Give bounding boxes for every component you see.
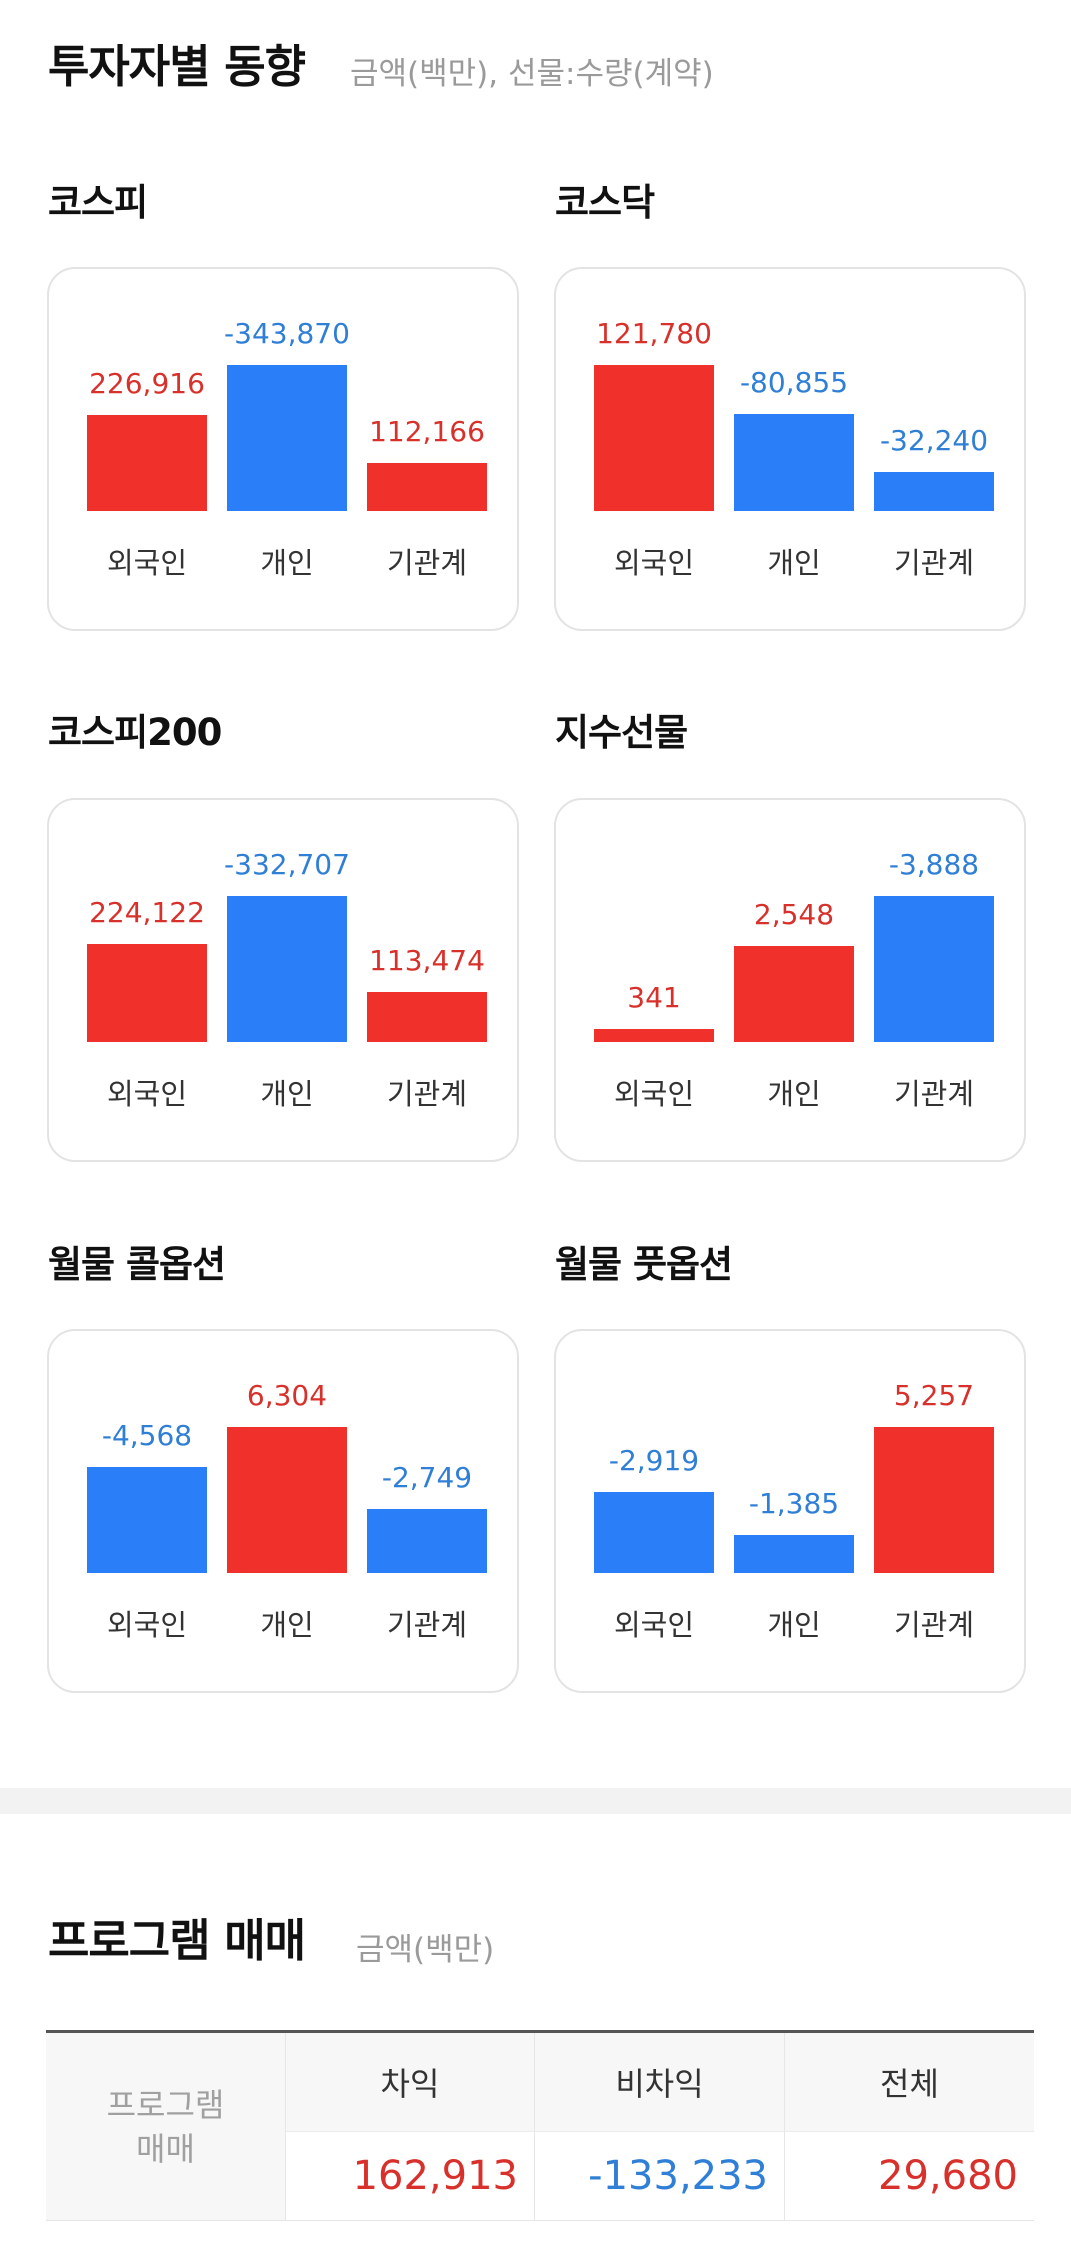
program-col-header-arbitrage: 차익 bbox=[286, 2033, 535, 2132]
bar-put-options-foreign bbox=[594, 1492, 714, 1573]
value-label-kospi200-individual: -332,707 bbox=[224, 848, 350, 881]
value-label-index-futures-individual: 2,548 bbox=[753, 898, 835, 931]
bar-index-futures-institution bbox=[874, 896, 994, 1042]
investor-card-put-options: -2,919 외국인 -1,385 개인 5,257 기관계 bbox=[554, 1329, 1026, 1693]
program-col-label-total: 전체 bbox=[880, 2065, 939, 2103]
value-label-kospi-institution: 112,166 bbox=[369, 415, 485, 448]
bar-kospi-individual bbox=[227, 365, 347, 511]
value-label-call-options-individual: 6,304 bbox=[246, 1379, 328, 1412]
category-label-foreign: 외국인 bbox=[106, 1608, 188, 1642]
value-label-kosdaq-foreign: 121,780 bbox=[596, 317, 712, 350]
program-value-arbitrage-text: 162,913 bbox=[352, 2153, 518, 2199]
category-label-foreign: 외국인 bbox=[106, 546, 188, 580]
program-table: 프로그램 매매 차익 비차익 전체 162,913 -133,233 29,68… bbox=[46, 2033, 1034, 2221]
bar-put-options-individual bbox=[734, 1535, 854, 1573]
bar-kospi200-individual bbox=[227, 896, 347, 1042]
category-label-individual: 개인 bbox=[767, 546, 821, 580]
bar-call-options-individual bbox=[227, 1427, 347, 1573]
category-label-individual: 개인 bbox=[260, 1077, 314, 1111]
value-label-call-options-institution: -2,749 bbox=[381, 1461, 473, 1494]
bar-kosdaq-foreign bbox=[594, 365, 714, 511]
value-label-kospi-foreign: 226,916 bbox=[89, 367, 205, 400]
program-value-non-arbitrage-text: -133,233 bbox=[588, 2153, 768, 2199]
program-value-non-arbitrage: -133,233 bbox=[535, 2132, 785, 2221]
category-label-individual: 개인 bbox=[767, 1608, 821, 1642]
program-row-header-label: 프로그램 매매 bbox=[106, 2085, 225, 2168]
program-section-title: 프로그램 매매 bbox=[48, 1914, 306, 1967]
program-col-label-non-arbitrage: 비차익 bbox=[615, 2065, 704, 2103]
bar-call-options-institution bbox=[367, 1509, 487, 1573]
value-label-put-options-institution: 5,257 bbox=[893, 1379, 975, 1412]
investor-section-title: 투자자별 동향 bbox=[48, 40, 306, 93]
value-label-index-futures-foreign: 341 bbox=[627, 981, 681, 1014]
panel-title-kospi: 코스피 bbox=[48, 181, 148, 224]
program-row-header: 프로그램 매매 bbox=[46, 2033, 286, 2221]
category-label-foreign: 외국인 bbox=[613, 1077, 695, 1111]
value-label-kosdaq-individual: -80,855 bbox=[739, 366, 849, 399]
bar-kospi200-institution bbox=[367, 992, 487, 1042]
bar-put-options-institution bbox=[874, 1427, 994, 1573]
value-label-call-options-foreign: -4,568 bbox=[101, 1419, 193, 1452]
category-label-foreign: 외국인 bbox=[613, 1608, 695, 1642]
panel-title-call-options: 월물 콜옵션 bbox=[48, 1243, 226, 1286]
bar-index-futures-individual bbox=[734, 946, 854, 1042]
bar-kospi-institution bbox=[367, 463, 487, 511]
bar-kospi-foreign bbox=[87, 415, 207, 511]
category-label-institution: 기관계 bbox=[386, 1608, 468, 1642]
value-label-put-options-individual: -1,385 bbox=[748, 1487, 840, 1520]
category-label-institution: 기관계 bbox=[386, 546, 468, 580]
value-label-kospi200-foreign: 224,122 bbox=[89, 896, 205, 929]
panel-title-kospi200: 코스피200 bbox=[48, 711, 222, 754]
value-label-kospi-individual: -343,870 bbox=[224, 317, 350, 350]
investor-card-kospi: 226,916 외국인 -343,870 개인 112,166 기관계 bbox=[47, 267, 519, 631]
category-label-institution: 기관계 bbox=[893, 1608, 975, 1642]
program-table-top-border bbox=[46, 2030, 1034, 2033]
program-value-total-text: 29,680 bbox=[878, 2153, 1018, 2199]
value-label-kosdaq-institution: -32,240 bbox=[879, 424, 989, 457]
value-label-put-options-foreign: -2,919 bbox=[608, 1444, 700, 1477]
category-label-foreign: 외국인 bbox=[106, 1077, 188, 1111]
bar-index-futures-foreign bbox=[594, 1029, 714, 1042]
program-value-total: 29,680 bbox=[785, 2132, 1034, 2221]
investor-card-call-options: -4,568 외국인 6,304 개인 -2,749 기관계 bbox=[47, 1329, 519, 1693]
program-col-label-arbitrage: 차익 bbox=[380, 2065, 440, 2103]
category-label-institution: 기관계 bbox=[386, 1077, 468, 1111]
investor-section-subtitle: 금액(백만), 선물:수량(계약) bbox=[350, 56, 714, 92]
panel-title-put-options: 월물 풋옵션 bbox=[555, 1243, 733, 1286]
program-col-header-non-arbitrage: 비차익 bbox=[535, 2033, 785, 2132]
program-col-header-total: 전체 bbox=[785, 2033, 1034, 2132]
section-divider bbox=[0, 1788, 1071, 1814]
program-section-subtitle: 금액(백만) bbox=[356, 1932, 495, 1968]
category-label-individual: 개인 bbox=[767, 1077, 821, 1111]
investor-card-kospi200: 224,122 외국인 -332,707 개인 113,474 기관계 bbox=[47, 798, 519, 1162]
value-label-kospi200-institution: 113,474 bbox=[369, 944, 485, 977]
panel-title-kosdaq: 코스닥 bbox=[555, 181, 655, 224]
investor-card-index-futures: 341 외국인 2,548 개인 -3,888 기관계 bbox=[554, 798, 1026, 1162]
bar-kosdaq-institution bbox=[874, 472, 994, 511]
category-label-institution: 기관계 bbox=[893, 546, 975, 580]
panel-title-index-futures: 지수선물 bbox=[555, 711, 688, 754]
program-value-arbitrage: 162,913 bbox=[286, 2132, 535, 2221]
bar-call-options-foreign bbox=[87, 1467, 207, 1573]
category-label-foreign: 외국인 bbox=[613, 546, 695, 580]
bar-kospi200-foreign bbox=[87, 944, 207, 1042]
value-label-index-futures-institution: -3,888 bbox=[888, 848, 980, 881]
investor-card-kosdaq: 121,780 외국인 -80,855 개인 -32,240 기관계 bbox=[554, 267, 1026, 631]
category-label-individual: 개인 bbox=[260, 546, 314, 580]
category-label-institution: 기관계 bbox=[893, 1077, 975, 1111]
category-label-individual: 개인 bbox=[260, 1608, 314, 1642]
bar-kosdaq-individual bbox=[734, 414, 854, 511]
